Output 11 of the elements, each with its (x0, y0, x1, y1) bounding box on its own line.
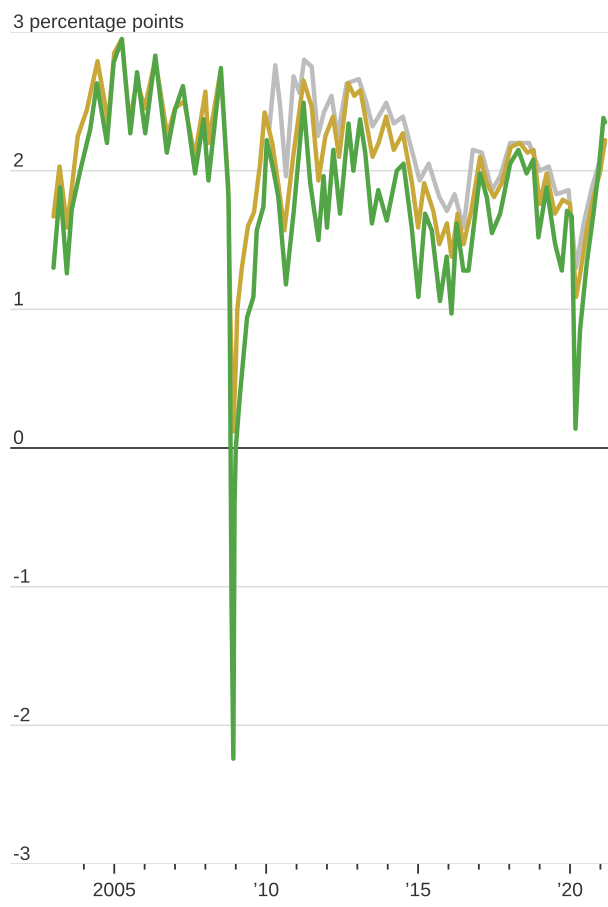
x-tick-label: ’10 (254, 882, 278, 896)
x-tick-label: 2005 (94, 882, 136, 896)
y-tick-label: 0 (14, 430, 24, 444)
y-tick-label: -3 (14, 846, 30, 860)
x-tick-label: ’20 (558, 882, 582, 896)
y-tick-label: -2 (14, 708, 30, 722)
y-tick-label: 1 (14, 292, 23, 306)
y-tick-label: 2 (14, 153, 23, 167)
y-tick-label: -1 (14, 569, 30, 583)
x-tick-label: ’15 (406, 882, 430, 896)
y-tick-label: 3 percentage points (14, 14, 184, 32)
